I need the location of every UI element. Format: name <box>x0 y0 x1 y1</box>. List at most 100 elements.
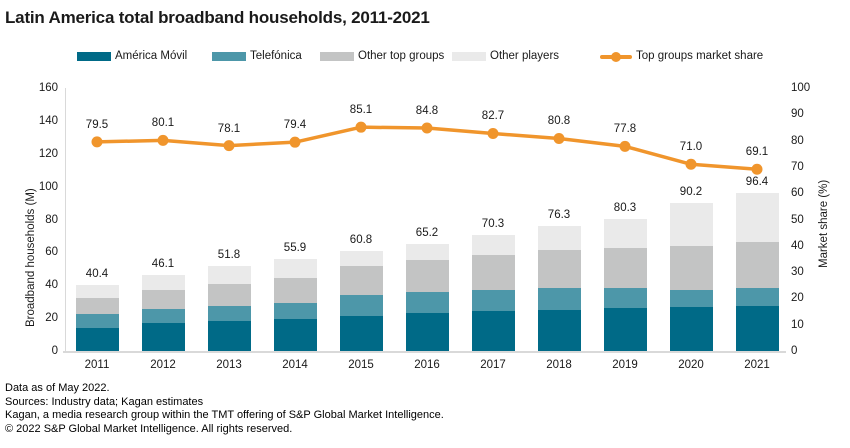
bar-segment <box>339 251 383 266</box>
line-value-label: 79.4 <box>283 119 307 132</box>
y-axis-right-tick: 0 <box>791 345 798 357</box>
y-axis-line <box>65 88 66 352</box>
footnote-line: Sources: Industry data; Kagan estimates <box>5 395 204 408</box>
line-value-label: 84.8 <box>415 104 439 117</box>
y-axis-left-tick: 140 <box>38 114 58 127</box>
bar-segment <box>273 303 317 319</box>
bar-segment <box>669 202 713 246</box>
bar-segment <box>273 278 317 304</box>
bar-segment <box>603 308 647 351</box>
bar-segment <box>669 290 713 308</box>
legend-item-other-top-groups: Other top groups <box>320 49 444 63</box>
market-share-point <box>685 158 697 170</box>
x-axis-year-label: 2019 <box>612 359 638 371</box>
bar-segment <box>537 287 581 310</box>
bar-segment <box>405 260 449 292</box>
line-value-label: 80.8 <box>547 115 571 128</box>
x-axis-year-label: 2015 <box>348 359 374 371</box>
bar-segment <box>141 323 185 351</box>
y-axis-left-tick: 20 <box>45 312 58 325</box>
bar-segment <box>471 255 515 290</box>
market-share-point <box>355 121 367 133</box>
market-share-point <box>157 134 169 146</box>
y-axis-left-tick: 60 <box>45 246 58 259</box>
bar-segment <box>339 266 383 295</box>
legend-label: América Móvil <box>115 50 188 62</box>
line-value-label: 85.1 <box>349 104 373 117</box>
bar-segment <box>735 305 779 351</box>
y-axis-right-tick: 10 <box>791 318 804 331</box>
footnote-line: Data as of May 2022. <box>5 382 110 394</box>
y-axis-right-tick: 30 <box>791 266 804 279</box>
bar-segment <box>471 235 515 256</box>
x-axis-year-label: 2016 <box>414 359 440 371</box>
line-value-label: 71.0 <box>679 141 703 154</box>
y-axis-left-tick: 100 <box>38 180 58 193</box>
bar-total-label: 96.4 <box>745 175 769 188</box>
bar-segment <box>141 275 185 291</box>
y-axis-right-tick: 20 <box>791 292 804 305</box>
bar-segment <box>75 314 119 328</box>
legend-line-marker-icon <box>600 50 632 62</box>
bar-segment <box>405 313 449 351</box>
market-share-point <box>223 140 235 152</box>
bar-segment <box>735 192 779 242</box>
y-axis-right-tick: 70 <box>791 160 804 173</box>
bar-segment <box>273 259 317 278</box>
y-axis-right-tick: 40 <box>791 239 804 252</box>
bar-segment <box>735 288 779 306</box>
x-axis-year-label: 2021 <box>744 359 770 371</box>
bar-total-label: 46.1 <box>151 258 175 271</box>
line-value-label: 78.1 <box>217 122 241 135</box>
y-axis-left-tick: 160 <box>38 82 58 94</box>
market-share-point <box>487 127 499 139</box>
bar-total-label: 51.8 <box>217 248 241 261</box>
line-value-label: 69.1 <box>745 146 769 159</box>
bar-total-label: 55.9 <box>283 242 307 255</box>
bar-segment <box>537 309 581 351</box>
legend-item-market-share: Top groups market share <box>600 49 763 63</box>
bar-total-label: 76.3 <box>547 208 571 221</box>
bar-segment <box>669 245 713 291</box>
bar-total-label: 40.4 <box>85 267 109 280</box>
footnote-line: © 2022 S&P Global Market Intelligence. A… <box>5 422 293 435</box>
legend-label: Other top groups <box>358 50 445 62</box>
footnote-line: Kagan, a media research group within the… <box>5 409 444 421</box>
y-axis-right-tick: 100 <box>791 82 811 94</box>
legend-swatch-icon <box>452 51 486 61</box>
bar-segment <box>207 284 251 307</box>
y-axis-left-tick: 40 <box>45 279 58 292</box>
bar-segment <box>273 318 317 351</box>
bar-segment <box>735 241 779 289</box>
legend-swatch-icon <box>320 51 354 61</box>
bar-total-label: 60.8 <box>349 234 373 247</box>
bar-segment <box>339 315 383 351</box>
legend-label: Top groups market share <box>636 50 764 62</box>
legend-swatch-icon <box>77 51 111 61</box>
bar-segment <box>669 307 713 351</box>
bar-segment <box>537 249 581 288</box>
bar-segment <box>141 309 185 324</box>
bar-segment <box>207 306 251 322</box>
y-axis-right-tick: 50 <box>791 213 804 226</box>
bar-total-label: 70.3 <box>481 218 505 231</box>
market-share-point <box>91 136 103 148</box>
bar-segment <box>471 290 515 312</box>
x-axis-year-label: 2014 <box>282 359 308 371</box>
x-axis-year-label: 2012 <box>150 359 176 371</box>
x-axis-year-label: 2017 <box>480 359 506 371</box>
bar-segment <box>75 327 119 351</box>
legend-item-telefonica: Telefónica <box>212 49 302 63</box>
market-share-point <box>421 122 433 134</box>
bar-segment <box>75 284 119 299</box>
bar-segment <box>207 321 251 351</box>
legend-item-other-players: Other players <box>452 49 559 63</box>
x-axis-year-label: 2013 <box>216 359 242 371</box>
market-share-point <box>619 140 631 152</box>
bar-segment <box>603 288 647 309</box>
bar-segment <box>75 298 119 314</box>
legend-swatch-icon <box>212 51 246 61</box>
legend-item-america-movil: América Móvil <box>77 49 187 63</box>
